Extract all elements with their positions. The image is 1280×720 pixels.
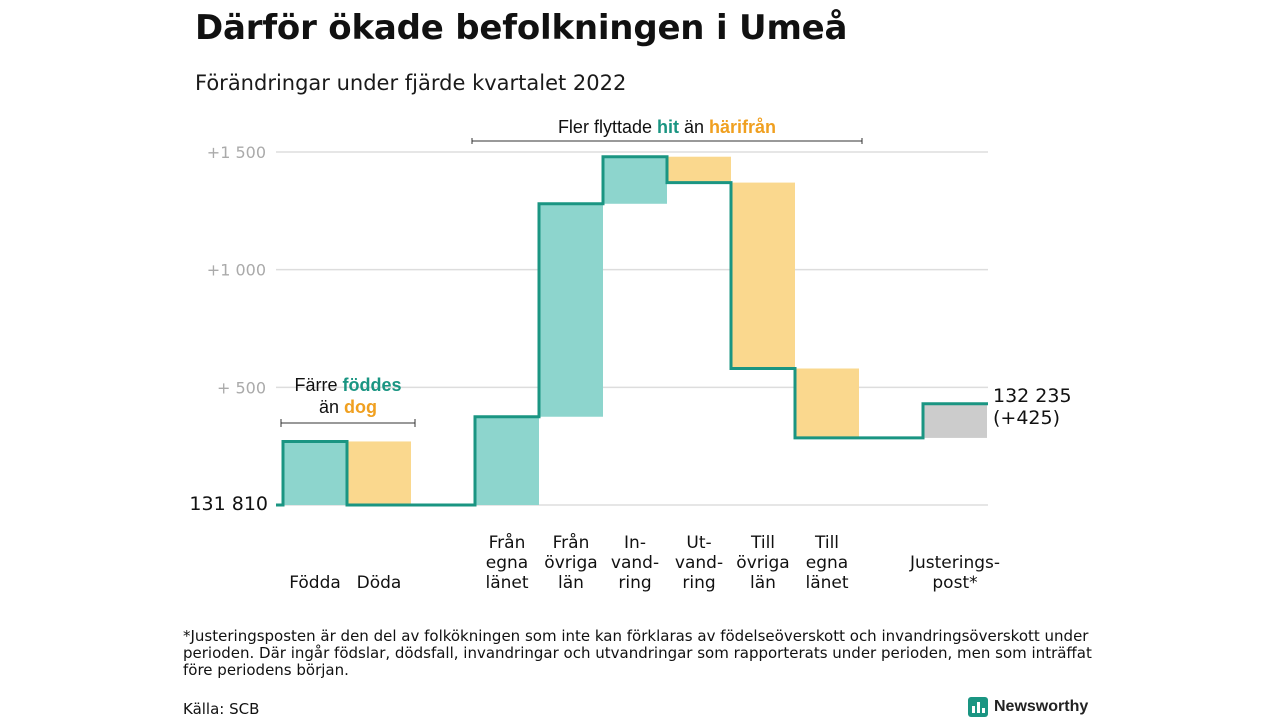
waterfall-bar — [731, 182, 795, 369]
waterfall-bar — [347, 441, 411, 505]
end-value-label: 132 235 — [993, 385, 1072, 407]
category-label: post* — [932, 573, 977, 593]
y-tick-label: +1 000 — [207, 261, 266, 280]
chart-title: Därför ökade befolkningen i Umeå — [195, 8, 848, 48]
annotation-births-word-dog: dog — [344, 397, 377, 417]
chart-subtitle: Förändringar under fjärde kvartalet 2022 — [195, 71, 627, 95]
cumulative-step-line — [276, 155, 988, 507]
grid-layer: +1 500 +1 000 + 500 — [207, 143, 988, 506]
waterfall-bar — [603, 156, 667, 204]
category-label: län — [558, 573, 584, 593]
annotation-births-line2: än dog — [319, 397, 377, 417]
y-tick-label: + 500 — [217, 378, 266, 397]
annotation-births-word-foddes: föddes — [343, 375, 402, 395]
category-label: In- — [624, 533, 646, 553]
annotation-births-word-an: än — [319, 397, 344, 417]
waterfall-bar — [539, 203, 603, 417]
annotation-migration-text: Fler flyttade hit än härifrån — [558, 117, 776, 137]
waterfall-bar — [283, 441, 347, 505]
annotation-migration-word-an: än — [679, 117, 709, 137]
footnote: *Justeringsposten är den del av folkökni… — [183, 627, 1092, 679]
category-label: egna — [486, 553, 528, 573]
annotation-births-word-farre: Färre — [294, 375, 342, 395]
waterfall-bar — [667, 156, 731, 183]
category-label: Från — [553, 532, 590, 553]
category-label: Till — [814, 533, 839, 553]
source-credit: Källa: SCB — [183, 700, 260, 718]
category-label: länet — [485, 573, 528, 593]
category-label: övriga — [544, 553, 597, 573]
annotation-births-line1: Färre föddes — [294, 375, 401, 395]
end-change-label: (+425) — [993, 407, 1060, 429]
category-label: vand- — [611, 553, 659, 573]
category-label: Döda — [357, 573, 402, 593]
category-label: ring — [682, 573, 715, 593]
label-layer: 131 810 132 235 (+425) Födda DödaFrånegna… — [189, 385, 1071, 593]
bar-layer — [283, 156, 987, 505]
category-label: övriga — [736, 553, 789, 573]
annotation-migration-word-fler: Fler flyttade — [558, 117, 657, 137]
annotation-layer: Färre föddes än dog Fler flyttade hit än… — [280, 117, 863, 427]
waterfall-bar — [923, 403, 987, 438]
category-label: län — [750, 573, 776, 593]
brand-name: Newsworthy — [994, 698, 1089, 715]
start-value-label: 131 810 — [189, 493, 268, 515]
category-label: vand- — [675, 553, 723, 573]
category-label: länet — [805, 573, 848, 593]
waterfall-bar — [795, 368, 859, 438]
bar-chart-logo-icon — [968, 697, 988, 717]
category-label: Ut- — [686, 533, 711, 553]
annotation-migration-word-hit: hit — [657, 117, 679, 137]
waterfall-bar — [475, 416, 539, 505]
category-label: egna — [806, 553, 848, 573]
annotation-migration-word-harifran: härifrån — [709, 117, 776, 137]
category-label: Från — [489, 532, 526, 553]
category-label: Till — [750, 533, 775, 553]
y-tick-label: +1 500 — [207, 143, 266, 162]
category-label: Födda — [289, 573, 341, 593]
category-label: ring — [618, 573, 651, 593]
category-label: Justerings- — [909, 553, 1000, 573]
brand-logo[interactable]: Newsworthy — [968, 697, 1088, 717]
